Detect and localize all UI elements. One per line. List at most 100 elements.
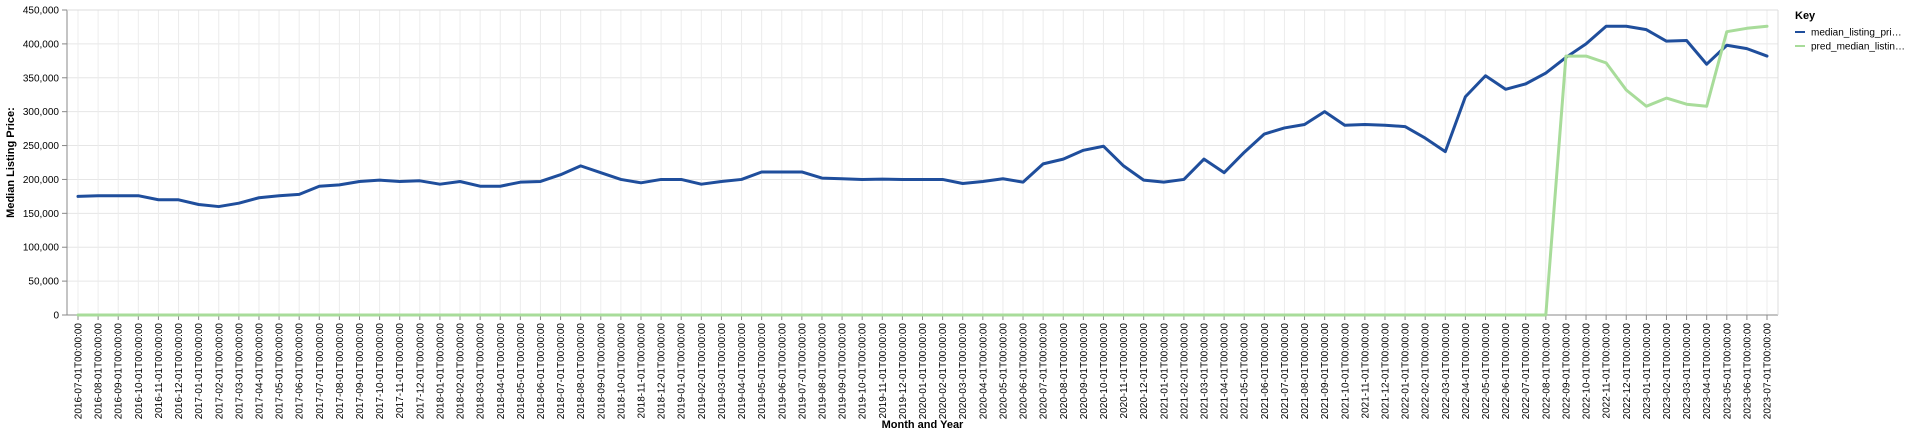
x-tick-label: 2020-05-01T00:00:00 [998, 323, 1009, 420]
x-tick-label: 2016-08-01T00:00:00 [94, 323, 105, 420]
x-tick-label: 2018-07-01T00:00:00 [556, 323, 567, 420]
x-tick-label: 2021-02-01T00:00:00 [1179, 323, 1190, 420]
x-tick-label: 2019-10-01T00:00:00 [858, 323, 869, 420]
series-line-pred_median_listing_price [76, 24, 1769, 317]
x-tick-label: 2017-08-01T00:00:00 [335, 323, 346, 420]
x-tick-label: 2017-02-01T00:00:00 [214, 323, 225, 420]
x-tick-label: 2020-07-01T00:00:00 [1039, 323, 1050, 420]
x-tick-label: 2016-10-01T00:00:00 [134, 323, 145, 420]
x-tick-label: 2020-02-01T00:00:00 [938, 323, 949, 420]
x-tick-label: 2023-05-01T00:00:00 [1722, 323, 1733, 420]
x-tick-label: 2023-04-01T00:00:00 [1702, 323, 1713, 420]
x-tick-label: 2023-03-01T00:00:00 [1682, 323, 1693, 420]
x-tick-label: 2018-05-01T00:00:00 [516, 323, 527, 420]
x-tick-label: 2018-10-01T00:00:00 [616, 323, 627, 420]
x-tick-label: 2016-07-01T00:00:00 [74, 323, 85, 420]
x-tick-label: 2020-03-01T00:00:00 [958, 323, 969, 420]
y-tick-label: 200,000 [23, 175, 60, 186]
x-tick-label: 2019-08-01T00:00:00 [817, 323, 828, 420]
x-tick-label: 2019-09-01T00:00:00 [838, 323, 849, 420]
x-tick-label: 2019-02-01T00:00:00 [697, 323, 708, 420]
x-tick-label: 2019-05-01T00:00:00 [757, 323, 768, 420]
x-tick-label: 2016-09-01T00:00:00 [114, 323, 125, 420]
x-tick-label: 2023-06-01T00:00:00 [1742, 323, 1753, 420]
x-tick-label: 2022-12-01T00:00:00 [1622, 323, 1633, 420]
x-tick-label: 2022-03-01T00:00:00 [1441, 323, 1452, 420]
x-tick-label: 2018-04-01T00:00:00 [496, 323, 507, 420]
x-tick-label: 2019-03-01T00:00:00 [717, 323, 728, 420]
x-tick-label: 2022-10-01T00:00:00 [1582, 323, 1593, 420]
x-tick-label: 2019-06-01T00:00:00 [777, 323, 788, 420]
legend-label-pred_median_listing_price: pred_median_listin… [1811, 42, 1905, 53]
x-tick-label: 2022-04-01T00:00:00 [1461, 323, 1472, 420]
x-tick-label: 2022-02-01T00:00:00 [1421, 323, 1432, 420]
x-tick-label: 2017-11-01T00:00:00 [395, 323, 406, 419]
x-tick-label: 2021-06-01T00:00:00 [1260, 323, 1271, 420]
x-tick-label: 2022-07-01T00:00:00 [1521, 323, 1532, 420]
x-tick-label: 2023-01-01T00:00:00 [1642, 323, 1653, 420]
x-tick-label: 2016-11-01T00:00:00 [154, 323, 165, 419]
x-tick-label: 2020-01-01T00:00:00 [918, 323, 929, 420]
x-tick-label: 2022-08-01T00:00:00 [1541, 323, 1552, 420]
x-tick-label: 2016-12-01T00:00:00 [174, 323, 185, 420]
x-tick-label: 2017-12-01T00:00:00 [415, 323, 426, 420]
x-tick-label: 2021-07-01T00:00:00 [1280, 323, 1291, 420]
y-tick-label: 150,000 [23, 209, 60, 220]
x-tick-label: 2017-03-01T00:00:00 [234, 323, 245, 420]
x-tick-label: 2019-04-01T00:00:00 [737, 323, 748, 420]
x-tick-label: 2018-12-01T00:00:00 [657, 323, 668, 420]
x-tick-label: 2020-09-01T00:00:00 [1079, 323, 1090, 420]
x-tick-label: 2022-06-01T00:00:00 [1501, 323, 1512, 420]
x-tick-label: 2020-10-01T00:00:00 [1099, 323, 1110, 420]
y-tick-label: 50,000 [28, 277, 59, 288]
x-tick-label: 2019-07-01T00:00:00 [797, 323, 808, 420]
x-tick-label: 2017-07-01T00:00:00 [315, 323, 326, 420]
x-tick-label: 2019-12-01T00:00:00 [898, 323, 909, 420]
legend-label-median_listing_price: median_listing_pri… [1811, 28, 1902, 39]
x-tick-label: 2018-08-01T00:00:00 [576, 323, 587, 420]
x-tick-label: 2021-05-01T00:00:00 [1240, 323, 1251, 420]
legend-title: Key [1795, 10, 1816, 22]
x-axis-title: Month and Year [882, 419, 964, 431]
y-tick-label: 0 [53, 311, 59, 322]
x-tick-label: 2021-08-01T00:00:00 [1300, 323, 1311, 420]
x-tick-label: 2017-06-01T00:00:00 [295, 323, 306, 420]
series-lines [76, 24, 1769, 317]
x-tick-label: 2021-10-01T00:00:00 [1340, 323, 1351, 420]
x-tick-label: 2018-01-01T00:00:00 [435, 323, 446, 420]
x-tick-label: 2020-11-01T00:00:00 [1119, 323, 1130, 419]
x-tick-label: 2022-05-01T00:00:00 [1481, 323, 1492, 420]
x-tick-label: 2018-11-01T00:00:00 [637, 323, 648, 419]
x-tick-label: 2020-12-01T00:00:00 [1139, 323, 1150, 420]
x-tick-label: 2022-01-01T00:00:00 [1401, 323, 1412, 420]
x-tick-label: 2021-04-01T00:00:00 [1220, 323, 1231, 420]
x-tick-label: 2017-05-01T00:00:00 [275, 323, 286, 420]
x-tick-label: 2022-11-01T00:00:00 [1602, 323, 1613, 419]
y-tick-label: 450,000 [23, 6, 60, 17]
x-tick-label: 2020-06-01T00:00:00 [1019, 323, 1030, 420]
x-tick-label: 2021-12-01T00:00:00 [1380, 323, 1391, 420]
x-tick-label: 2018-02-01T00:00:00 [456, 323, 467, 420]
x-tick-label: 2017-01-01T00:00:00 [194, 323, 205, 420]
y-tick-label: 300,000 [23, 107, 60, 118]
y-tick-label: 100,000 [23, 243, 60, 254]
y-tick-label: 350,000 [23, 73, 60, 84]
y-tick-label: 250,000 [23, 141, 60, 152]
gridlines [67, 9, 1778, 316]
legend: Key median_listing_pri… pred_median_listi… [1795, 10, 1905, 53]
x-tick-label: 2023-02-01T00:00:00 [1662, 323, 1673, 420]
x-tick-label: 2019-11-01T00:00:00 [878, 323, 889, 419]
y-tick-label: 400,000 [23, 39, 60, 50]
x-tick-label: 2020-04-01T00:00:00 [978, 323, 989, 420]
x-tick-label: 2023-07-01T00:00:00 [1763, 323, 1774, 420]
x-tick-label: 2018-09-01T00:00:00 [596, 323, 607, 420]
x-tick-label: 2019-01-01T00:00:00 [677, 323, 688, 420]
x-tick-label: 2021-03-01T00:00:00 [1200, 323, 1211, 420]
y-axis-ticks: 0 50,000 100,000 150,000 200,000 250,000 300,0… [23, 6, 67, 322]
x-tick-label: 2018-03-01T00:00:00 [476, 323, 487, 420]
x-tick-label: 2017-09-01T00:00:00 [355, 323, 366, 420]
x-tick-label: 2017-10-01T00:00:00 [375, 323, 386, 420]
x-tick-label: 2020-08-01T00:00:00 [1059, 323, 1070, 420]
x-axis-ticks: 2016-07-01T00:00:00 2016-08-01T00:00:00 20… [74, 315, 1774, 419]
